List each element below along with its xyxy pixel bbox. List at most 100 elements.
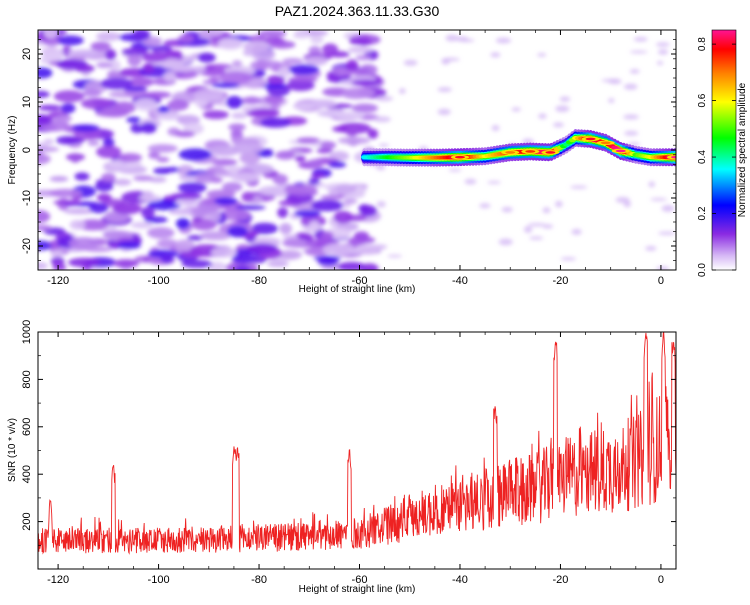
signal-ridge [361,129,676,167]
noise-blob [272,173,288,185]
noise-blob [178,148,212,161]
noise-blob [130,221,154,229]
noise-blob [559,96,571,102]
noise-blob [345,126,359,137]
noise-blob [175,217,190,230]
noise-blob [657,49,669,55]
noise-blob [341,87,376,99]
signal-peak-core [525,150,536,153]
noise-blob [479,203,491,209]
noise-blob [76,219,109,231]
noise-blob [316,147,333,154]
noise-blob [231,254,256,264]
x-tick-label: -60 [352,574,368,586]
noise-blob [275,150,296,160]
colorbar-ticks: 0.0 0.2 0.4 0.6 0.8 [697,37,736,277]
noise-blob [113,259,139,268]
noise-blob [142,36,162,47]
noise-blob [629,69,640,74]
noise-blob [219,71,253,85]
noise-blob [228,123,246,131]
noise-blob [398,88,406,95]
noise-blob [308,220,320,232]
noise-blob [608,98,615,104]
noise-blob [38,262,48,270]
noise-blob [448,168,462,172]
snr-y-label: SNR (10 * v/v) [7,418,18,482]
noise-blob [284,184,318,196]
x-tick-label: -20 [553,574,569,586]
noise-blob [147,227,175,239]
noise-blob [181,259,213,269]
snr-line [38,332,676,555]
noise-blob [375,95,394,102]
noise-blob [141,52,169,63]
noise-blob [650,197,668,201]
noise-blob [197,52,216,63]
noise-blob [231,172,261,183]
noise-blob [231,142,264,155]
noise-blob [648,181,655,188]
signal-peak-core [454,155,465,159]
noise-blob [243,41,270,52]
noise-blob [231,112,247,120]
noise-blob [127,53,142,67]
noise-blob [246,243,278,254]
y-tick-label: 800 [21,370,33,388]
noise-blob [226,225,248,238]
noise-blob [133,175,154,182]
signal-peak-core [671,155,676,159]
noise-blob [82,89,102,97]
snr-x-label: Height of straight line (km) [299,584,416,595]
noise-blob [259,117,292,128]
noise-blob [52,263,67,270]
noise-blob [192,216,203,223]
x-tick-label: -40 [452,574,468,586]
noise-blob [292,103,315,110]
noise-blob [147,199,181,211]
noise-blob [60,103,76,114]
noise-blob [164,49,178,62]
noise-blob [109,59,121,72]
noise-blob [633,37,648,42]
noise-blob [292,31,311,39]
noise-blob [282,238,307,248]
noise-blob [334,111,365,120]
noise-blob [199,231,232,241]
noise-blob [179,175,198,182]
noise-blob [38,67,53,79]
colorbar: 0.0 0.2 0.4 0.6 0.8 Normalized spectral ampl… [697,29,748,277]
noise-blob [437,108,451,116]
spectrogram-y-axis: -20 -10 0 10 20 [21,29,676,271]
noise-blob [134,98,158,111]
noise-blob [367,128,379,139]
noise-blob [658,231,676,235]
noise-blob [247,35,267,43]
noise-blob [193,88,225,102]
noise-blob [376,165,386,171]
noise-blob [43,39,62,46]
noise-blob [346,59,359,73]
noise-blob [193,172,216,184]
noise-blob [555,105,570,113]
noise-blob [623,114,639,120]
y-tick-label: -10 [21,190,33,206]
signal-peak-core [545,151,556,154]
noise-blob [320,141,337,150]
noise-blob [126,116,141,123]
noise-blob [250,60,272,71]
noise-blob [348,69,367,75]
noise-blob [141,190,155,201]
noise-blob [266,75,286,85]
noise-blob [234,265,251,270]
noise-blob [57,35,84,46]
noise-blob [153,167,172,175]
noise-blob [74,172,90,181]
noise-blob [113,178,132,186]
noise-blob [511,107,521,112]
signal-peak-core [505,151,516,154]
noise-blob [376,201,386,208]
noise-blob [661,204,675,212]
